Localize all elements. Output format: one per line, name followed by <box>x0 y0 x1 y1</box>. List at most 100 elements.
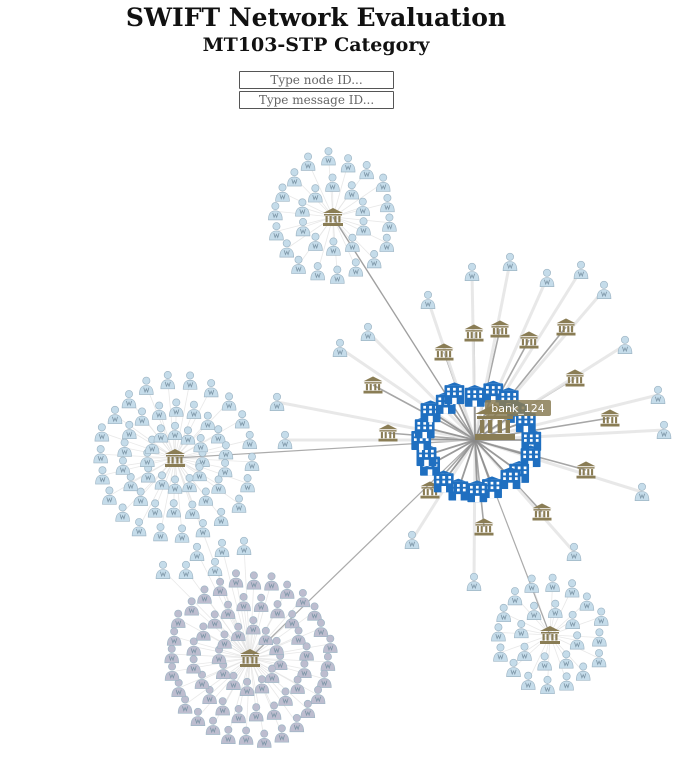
customer-icon[interactable] <box>217 458 233 478</box>
customer-icon[interactable] <box>218 441 234 460</box>
customer-icon[interactable] <box>464 262 480 282</box>
customer-icon[interactable] <box>253 593 269 612</box>
message-id-search-input[interactable] <box>239 91 394 109</box>
customer-icon[interactable] <box>160 370 176 390</box>
customer-icon[interactable] <box>558 650 574 669</box>
customer-icon[interactable] <box>310 262 326 281</box>
customer-icon[interactable] <box>326 237 341 256</box>
customer-icon[interactable] <box>95 466 110 485</box>
customer-icon[interactable] <box>573 260 589 280</box>
customer-icon[interactable] <box>617 335 633 355</box>
customer-icon[interactable] <box>153 523 168 542</box>
customer-icon[interactable] <box>270 600 285 619</box>
customer-icon[interactable] <box>520 671 536 690</box>
customer-icon[interactable] <box>359 160 374 180</box>
customer-icon[interactable] <box>122 420 137 440</box>
customer-icon[interactable] <box>147 499 163 518</box>
customer-icon[interactable] <box>375 173 391 192</box>
customer-icon[interactable] <box>207 557 223 577</box>
customer-icon[interactable] <box>174 524 190 543</box>
customer-icon[interactable] <box>115 503 130 522</box>
customer-icon[interactable] <box>190 707 206 727</box>
customer-icon[interactable] <box>579 592 595 611</box>
customer-icon[interactable] <box>134 407 150 426</box>
customer-icon[interactable] <box>258 626 274 646</box>
customer-icon[interactable] <box>211 475 226 494</box>
customer-icon[interactable] <box>279 580 295 599</box>
customer-icon[interactable] <box>131 518 147 537</box>
customer-icon[interactable] <box>166 499 182 518</box>
customer-icon[interactable] <box>167 421 183 441</box>
customer-icon[interactable] <box>355 197 371 216</box>
customer-icon[interactable] <box>321 147 336 166</box>
customer-icon[interactable] <box>325 173 340 192</box>
customer-icon[interactable] <box>200 411 216 430</box>
customer-icon[interactable] <box>177 695 193 714</box>
customer-icon[interactable] <box>184 597 199 616</box>
customer-icon[interactable] <box>186 655 201 674</box>
customer-icon[interactable] <box>559 672 574 691</box>
customer-icon[interactable] <box>493 643 508 662</box>
customer-icon[interactable] <box>545 573 560 592</box>
bank-branch-icon[interactable] <box>464 385 485 407</box>
customer-icon[interactable] <box>194 670 210 689</box>
customer-icon[interactable] <box>380 193 395 213</box>
customer-icon[interactable] <box>212 577 228 597</box>
customer-icon[interactable] <box>524 574 540 593</box>
customer-icon[interactable] <box>236 536 252 556</box>
customer-icon[interactable] <box>287 168 302 187</box>
customer-icon[interactable] <box>164 662 180 681</box>
customer-icon[interactable] <box>182 371 198 390</box>
customer-icon[interactable] <box>295 217 311 237</box>
customer-icon[interactable] <box>506 658 521 678</box>
customer-icon[interactable] <box>540 675 555 695</box>
customer-icon[interactable] <box>295 588 311 608</box>
customer-icon[interactable] <box>295 198 310 217</box>
customer-icon[interactable] <box>180 426 196 445</box>
customer-icon[interactable] <box>269 222 284 241</box>
customer-icon[interactable] <box>360 322 376 342</box>
customer-icon[interactable] <box>168 398 184 417</box>
customer-icon[interactable] <box>231 704 246 724</box>
customer-icon[interactable] <box>205 716 221 735</box>
customer-icon[interactable] <box>593 607 609 626</box>
customer-icon[interactable] <box>246 571 262 590</box>
customer-icon[interactable] <box>299 642 314 661</box>
customer-icon[interactable] <box>214 538 230 558</box>
customer-icon[interactable] <box>502 252 518 272</box>
customer-icon[interactable] <box>234 410 250 429</box>
customer-icon[interactable] <box>310 685 326 705</box>
customer-icon[interactable] <box>322 634 338 653</box>
customer-icon[interactable] <box>140 464 156 483</box>
customer-icon[interactable] <box>513 619 529 639</box>
customer-icon[interactable] <box>151 401 167 420</box>
customer-icon[interactable] <box>565 610 580 630</box>
customer-icon[interactable] <box>170 609 186 628</box>
customer-icon[interactable] <box>166 627 182 646</box>
customer-icon[interactable] <box>317 669 332 688</box>
customer-icon[interactable] <box>207 610 223 629</box>
customer-icon[interactable] <box>221 392 237 411</box>
bank-branch-icon[interactable] <box>467 480 488 503</box>
customer-icon[interactable] <box>539 268 555 288</box>
customer-icon[interactable] <box>248 703 264 722</box>
customer-icon[interactable] <box>340 154 356 173</box>
customer-icon[interactable] <box>279 239 295 258</box>
customer-icon[interactable] <box>297 659 312 679</box>
customer-icon[interactable] <box>117 438 132 457</box>
customer-icon[interactable] <box>231 494 247 513</box>
customer-icon[interactable] <box>290 675 305 694</box>
customer-icon[interactable] <box>507 587 523 606</box>
customer-icon[interactable] <box>240 474 255 493</box>
customer-icon[interactable] <box>278 687 293 706</box>
customer-icon[interactable] <box>123 472 139 492</box>
node-id-search-input[interactable] <box>239 71 394 89</box>
customer-icon[interactable] <box>420 290 436 310</box>
customer-icon[interactable] <box>308 184 323 203</box>
customer-icon[interactable] <box>596 280 612 300</box>
customer-icon[interactable] <box>256 729 272 748</box>
customer-icon[interactable] <box>575 662 591 681</box>
customer-icon[interactable] <box>189 542 205 562</box>
customer-icon[interactable] <box>195 519 211 538</box>
